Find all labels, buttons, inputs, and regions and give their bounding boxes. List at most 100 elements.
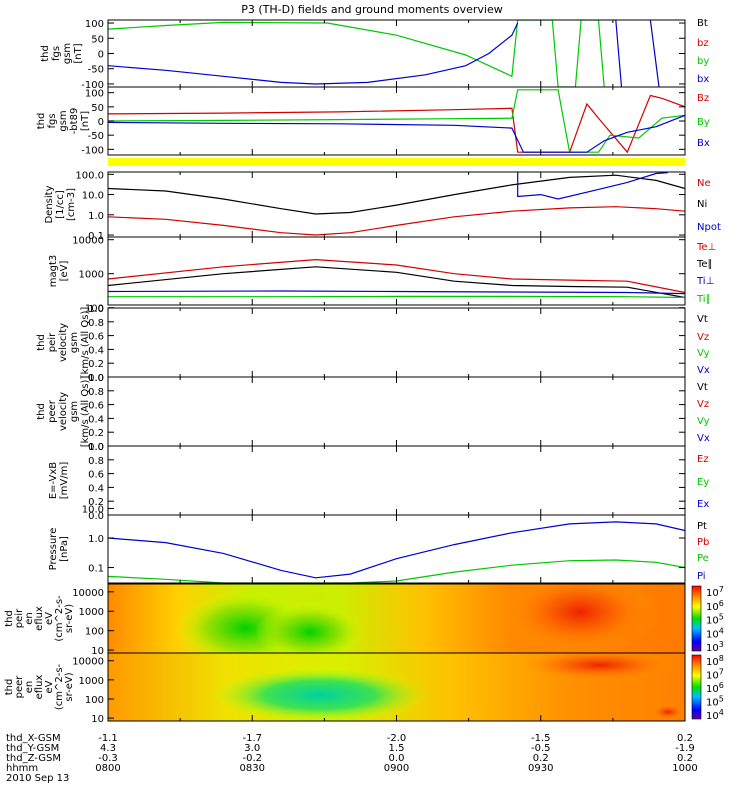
legend-Ex: Ex bbox=[697, 499, 709, 510]
time-label: 1000 bbox=[672, 763, 697, 774]
time-label: 0900 bbox=[384, 763, 409, 774]
legend-Pt: Pt bbox=[697, 521, 707, 532]
series-Bx bbox=[108, 114, 685, 153]
ytick-label: 10000 bbox=[72, 236, 104, 247]
panel-frame bbox=[107, 236, 686, 306]
ytick-label: 50 bbox=[91, 103, 104, 114]
ytick-label: 0.0 bbox=[88, 442, 104, 453]
y-axis-label: thdpeirvelocitygsm[km/s (All Qs)] bbox=[36, 307, 91, 379]
ytick-label: 100.0 bbox=[75, 170, 104, 181]
y-axis-label-line: thd bbox=[4, 610, 15, 627]
ytick-label: 0.8 bbox=[88, 456, 104, 467]
x-gsm-value: -1.5 bbox=[531, 733, 551, 744]
ytick-label: 0.6 bbox=[88, 332, 104, 343]
ytick-label: 0.4 bbox=[88, 345, 104, 356]
y-axis-label-line: [1/cc] bbox=[55, 190, 66, 219]
ytick-label: 0.1 bbox=[88, 564, 104, 575]
colorbar-label: 108 bbox=[706, 654, 724, 668]
legend-bx: bx bbox=[697, 74, 709, 85]
ytick-label: 1.0 bbox=[88, 373, 104, 384]
y-axis-label-line: magt3 bbox=[48, 255, 59, 288]
panel-frame bbox=[107, 376, 686, 447]
legend-Ti⊥: Ti⊥ bbox=[696, 276, 714, 287]
legend-Ne: Ne bbox=[697, 178, 711, 189]
y-axis-label-line: velocity bbox=[58, 392, 69, 431]
ytick-label: 10 bbox=[91, 714, 104, 725]
ytick-label: 10000 bbox=[72, 657, 104, 668]
panel-peir_velocity: 1.00.80.60.40.20.0thdpeirvelocitygsm[km/… bbox=[36, 304, 710, 384]
ytick-label: 0.8 bbox=[88, 387, 104, 398]
series-By bbox=[108, 89, 685, 153]
y-axis-label-line: Pressure bbox=[48, 528, 59, 571]
colorbar-label-exp: 6 bbox=[719, 681, 724, 690]
legend-Ez: Ez bbox=[697, 454, 709, 465]
legend-Bx: Bx bbox=[697, 138, 710, 149]
panel-peer_velocity: 1.00.80.60.40.20.0thdpeervelocitygsm[km/… bbox=[36, 373, 710, 453]
z-gsm-value: -0.3 bbox=[98, 753, 118, 764]
y-axis-label-line: [nT] bbox=[80, 111, 91, 131]
legend-Pi: Pi bbox=[697, 571, 706, 582]
ytick-label: 0.4 bbox=[88, 414, 104, 425]
ytick-label: 1000 bbox=[79, 676, 104, 687]
spectrogram-feature bbox=[650, 704, 685, 720]
colorbar-label-exp: 6 bbox=[719, 599, 724, 608]
legend-Npot: Npot bbox=[697, 222, 721, 233]
yellow-quality-bar bbox=[108, 158, 685, 166]
ytick-label: 50 bbox=[91, 34, 104, 45]
x-row-label: thd_Y-GSM bbox=[6, 743, 59, 754]
colorbar-label-exp: 4 bbox=[719, 626, 724, 635]
ytick-label: 1.0 bbox=[88, 304, 104, 315]
x-gsm-value: -1.7 bbox=[242, 733, 262, 744]
spectrogram-feature bbox=[520, 653, 680, 681]
legend-Vy: Vy bbox=[697, 416, 710, 427]
time-label: 0830 bbox=[240, 763, 265, 774]
y-gsm-value: -1.9 bbox=[675, 743, 695, 754]
colorbar-label-exp: 4 bbox=[719, 708, 724, 717]
colorbar-label: 107 bbox=[706, 668, 724, 682]
y-axis-label-line: peer bbox=[47, 399, 58, 423]
ytick-label: 0.8 bbox=[88, 318, 104, 329]
panel-fgs_gsm: 100 50 0 -50 -100 thdfgsgsm[nT] Bt bz by bx bbox=[40, 18, 709, 91]
y-axis-label-line: eV bbox=[44, 612, 55, 625]
legend-Te⊥: Te⊥ bbox=[696, 242, 716, 253]
legend-Vt: Vt bbox=[697, 382, 708, 393]
colorbar-label: 104 bbox=[706, 708, 724, 722]
y-axis-label-line: fgs bbox=[47, 113, 58, 128]
ytick-label: 0.2 bbox=[88, 359, 104, 370]
y-axis-label-line: sr-eV) bbox=[64, 672, 75, 701]
y-axis-label-line: peer bbox=[14, 675, 25, 699]
y-axis-label-line: thd bbox=[36, 334, 47, 351]
y-axis-label-line: [eV] bbox=[59, 261, 70, 282]
y-axis-label: thdpeervelocitygsm[km/s (All Qs)] bbox=[36, 376, 91, 448]
y-axis-label: Pressure[nPa] bbox=[48, 528, 70, 571]
panel-peer_spectrogram: 10000 1000 100 10 thdpeerenefluxeV(cm^2-s-sr… bbox=[4, 652, 724, 725]
spectrogram-feature bbox=[210, 667, 430, 721]
time-label: 0930 bbox=[528, 763, 553, 774]
x-row-label: hhmm bbox=[6, 763, 38, 774]
z-gsm-value: 0.2 bbox=[677, 753, 693, 764]
ytick-label: -100 bbox=[81, 80, 104, 91]
x-gsm-value: 0.2 bbox=[677, 733, 693, 744]
ytick-label: 10.0 bbox=[82, 504, 104, 515]
spectrogram-feature bbox=[500, 584, 660, 653]
y-axis-label-line: peir bbox=[14, 608, 25, 628]
y-axis-label: Density[1/cc][cm-3] bbox=[44, 185, 77, 223]
y-axis-label: thdfgsgsm-bt89[nT] bbox=[36, 108, 91, 135]
y-axis-label-line: thd bbox=[36, 403, 47, 420]
legend-Ey: Ey bbox=[697, 477, 709, 488]
y-axis-label: thdpeirenefluxeV(cm^2-s-sr-eV) bbox=[4, 595, 75, 642]
panel-peir_spectrogram: 10000 1000 100 10 thdpeirenefluxeV(cm^2-s-sr… bbox=[4, 583, 724, 657]
colorbar-label-exp: 7 bbox=[719, 585, 724, 594]
y-axis-label-line: thd bbox=[36, 113, 47, 130]
y-axis-label: thdfgsgsm[nT] bbox=[40, 43, 84, 64]
panel-fgs_gsm_2: 100 50 0 -50 -100 thdfgsgsm-bt89[nT] Bz By Bx bbox=[36, 86, 710, 156]
y-gsm-value: 1.5 bbox=[389, 743, 405, 754]
colorbar-label-exp: 5 bbox=[719, 613, 724, 622]
y-axis-label-line: sr-eV) bbox=[64, 604, 75, 633]
ytick-label: 0.6 bbox=[88, 470, 104, 481]
legend-bz: bz bbox=[697, 38, 709, 49]
ytick-label: 1000 bbox=[79, 270, 104, 281]
ytick-label: 100 bbox=[85, 89, 104, 100]
legend-By: By bbox=[697, 117, 710, 128]
ytick-label: 10000 bbox=[72, 588, 104, 599]
